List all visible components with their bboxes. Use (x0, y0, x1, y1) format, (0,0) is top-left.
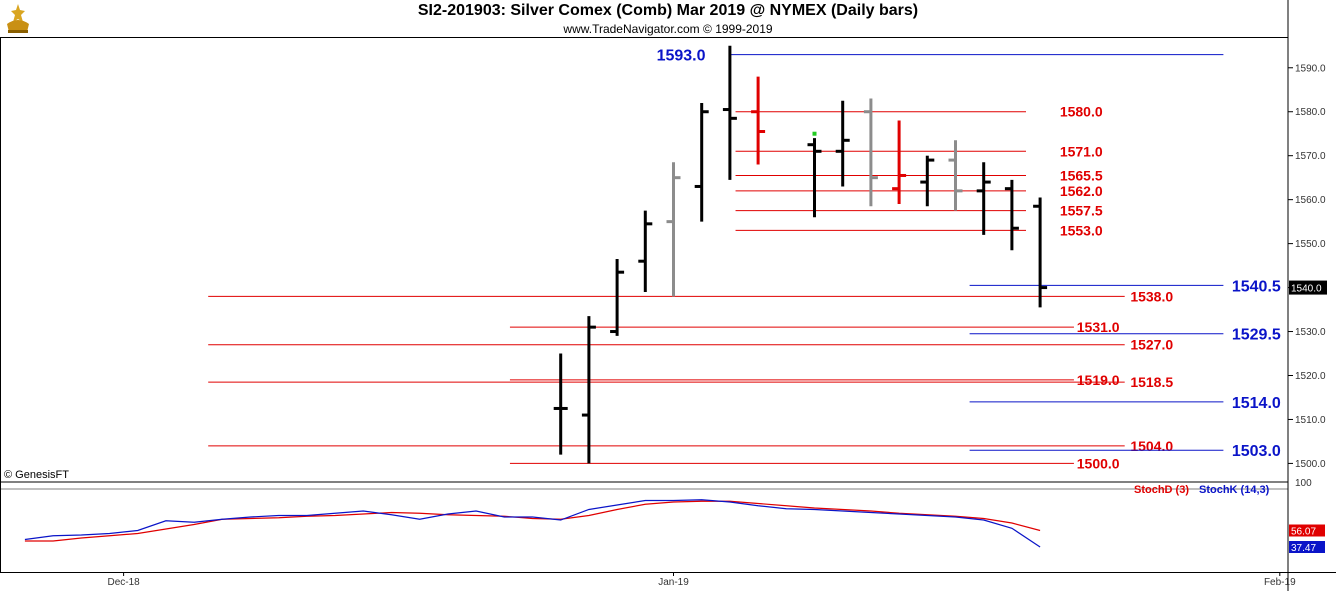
y-tick-label: 1510.0 (1295, 415, 1326, 426)
x-tick-label: Dec-18 (107, 577, 140, 588)
y-tick-label: 1570.0 (1295, 151, 1326, 162)
level-label: 1504.0 (1130, 438, 1173, 454)
stoch-last-label: 37.47 (1291, 543, 1316, 554)
ohlc-bar (610, 259, 625, 336)
stoch-ytick-label: 100 (1295, 478, 1312, 489)
gold-bull-logo-icon (3, 2, 33, 39)
stoch-last-label: 56.07 (1291, 527, 1316, 538)
ohlc-bar (863, 98, 878, 207)
chart-title: SI2-201903: Silver Comex (Comb) Mar 2019… (417, 2, 919, 19)
level-label: 1553.0 (1060, 222, 1103, 238)
ohlc-bar (694, 102, 709, 222)
ohlc-bar (976, 162, 991, 235)
y-tick-label: 1550.0 (1295, 239, 1326, 250)
ohlc-bar (835, 100, 850, 187)
stoch-last-tag (1289, 541, 1325, 553)
level-label: 1565.5 (1060, 167, 1103, 183)
level-label: 1593.0 (657, 48, 706, 65)
y-tick-label: 1590.0 (1295, 63, 1326, 74)
level-label: 1527.0 (1130, 337, 1173, 353)
level-label: 1518.5 (1130, 374, 1173, 390)
ohlc-bar (722, 45, 737, 180)
ohlc-bar (581, 316, 596, 464)
stoch-series-line (24, 500, 1041, 542)
y-tick-label: 1530.0 (1295, 327, 1326, 338)
y-tick-label: 1520.0 (1295, 371, 1326, 382)
level-label: 1531.0 (1077, 319, 1120, 335)
ohlc-bar (948, 140, 963, 211)
level-label: 1514.0 (1232, 395, 1281, 412)
stoch-series-line (24, 499, 1041, 548)
level-label: 1580.0 (1060, 104, 1103, 120)
level-label: 1538.0 (1130, 288, 1173, 304)
level-label: 1529.5 (1232, 327, 1281, 344)
last-price-label: 1540.0 (1291, 284, 1322, 295)
y-tick-label: 1580.0 (1295, 107, 1326, 118)
legend-stochk: StochK (14,3) (1199, 484, 1270, 496)
level-label: 1540.5 (1232, 278, 1281, 295)
level-label: 1571.0 (1060, 143, 1103, 159)
copyright-text: © GenesisFT (4, 469, 69, 481)
level-label: 1503.0 (1232, 443, 1281, 460)
bar-marker (812, 131, 817, 136)
level-label: 1500.0 (1077, 455, 1120, 471)
x-tick-label: Feb-19 (1264, 577, 1296, 588)
ohlc-bar (751, 76, 766, 165)
legend-stochd: StochD (3) (1134, 484, 1189, 496)
ohlc-bar (553, 353, 568, 455)
level-label: 1519.0 (1077, 372, 1120, 388)
ohlc-bar (920, 155, 935, 207)
ohlc-bar (638, 210, 653, 292)
ohlc-bar (892, 120, 907, 205)
ohlc-bar (1004, 179, 1019, 251)
level-label: 1562.0 (1060, 183, 1103, 199)
y-tick-label: 1560.0 (1295, 195, 1326, 206)
ohlc-bar (807, 131, 822, 218)
stoch-last-tag (1289, 524, 1325, 537)
ohlc-bar (1033, 197, 1048, 308)
y-tick-label: 1500.0 (1295, 459, 1326, 470)
last-price-tag (1289, 280, 1327, 295)
x-tick-label: Jan-19 (658, 577, 689, 588)
ohlc-bar (666, 162, 681, 297)
level-label: 1557.5 (1060, 203, 1103, 219)
chart-subtitle: www.TradeNavigator.com © 1999-2019 (563, 22, 773, 36)
